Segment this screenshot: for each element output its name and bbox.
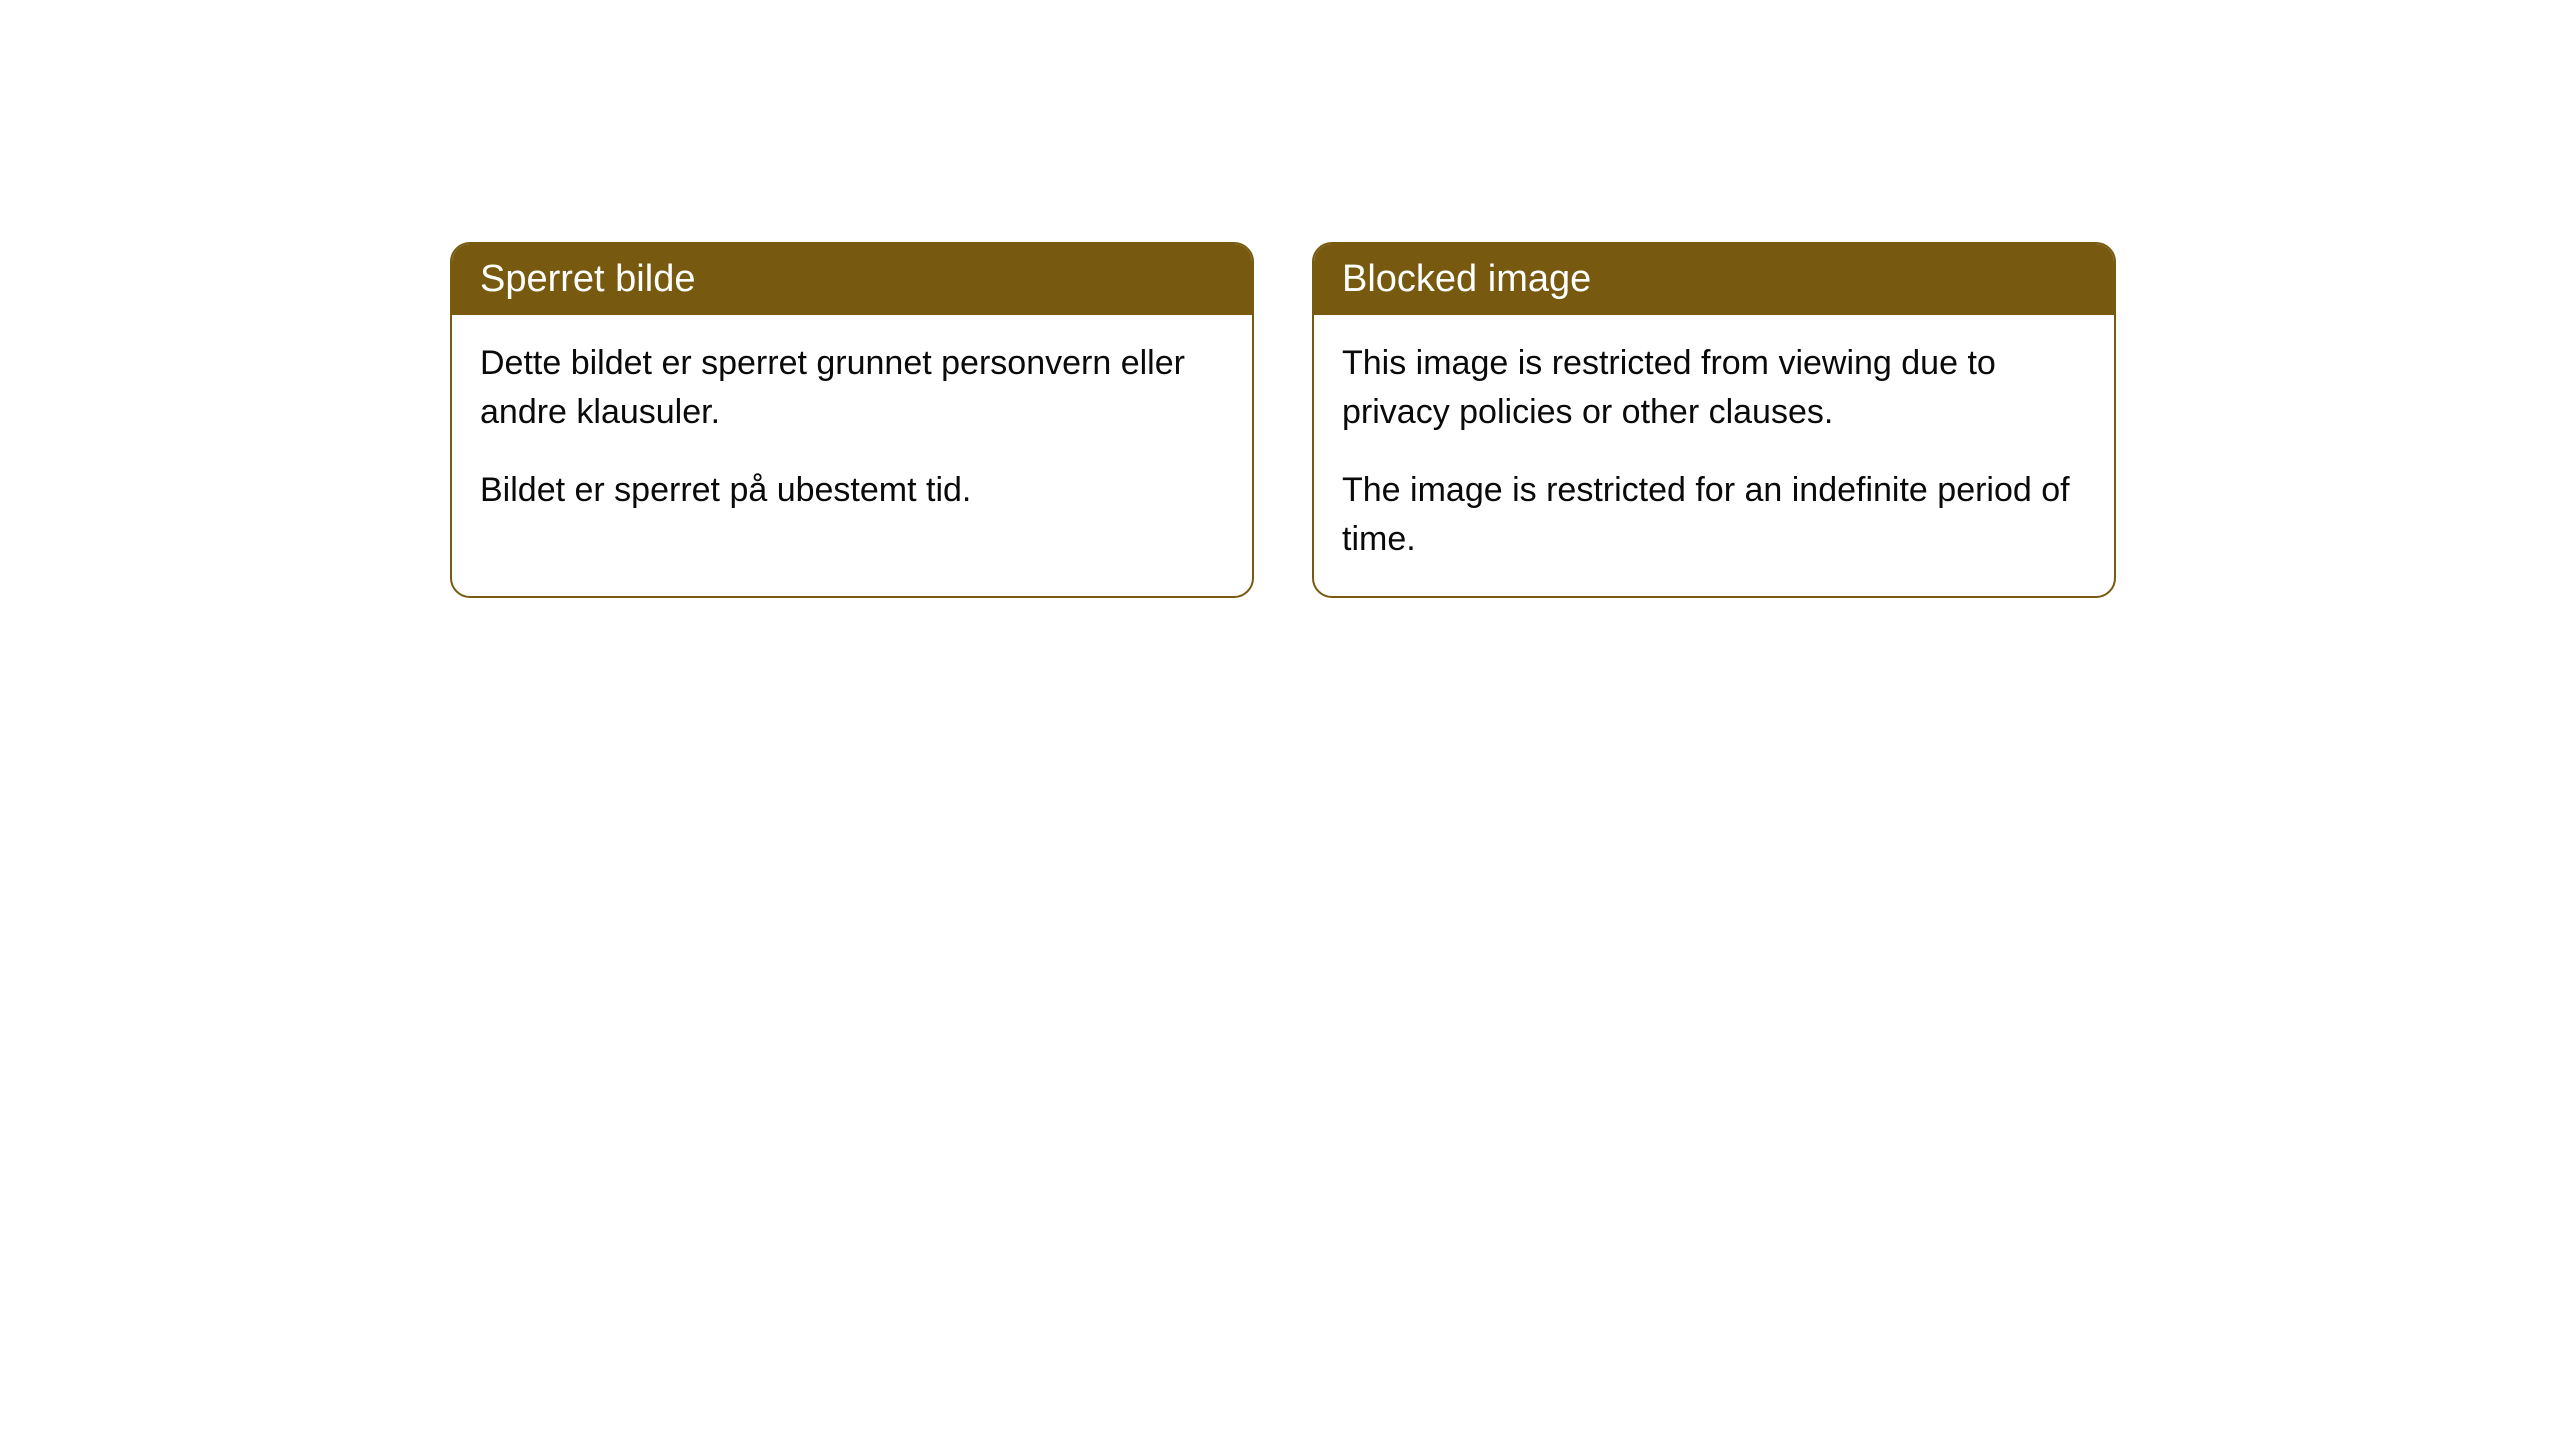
card-paragraph: Dette bildet er sperret grunnet personve…	[480, 339, 1224, 438]
blocked-image-card-english: Blocked image This image is restricted f…	[1312, 242, 2116, 598]
card-title: Blocked image	[1342, 258, 1591, 300]
card-title: Sperret bilde	[480, 258, 695, 300]
card-paragraph: The image is restricted for an indefinit…	[1342, 466, 2086, 565]
card-paragraph: Bildet er sperret på ubestemt tid.	[480, 466, 1224, 515]
blocked-image-card-norwegian: Sperret bilde Dette bildet er sperret gr…	[450, 242, 1254, 598]
card-paragraph: This image is restricted from viewing du…	[1342, 339, 2086, 438]
card-header-english: Blocked image	[1314, 244, 2114, 315]
card-header-norwegian: Sperret bilde	[452, 244, 1252, 315]
card-body-norwegian: Dette bildet er sperret grunnet personve…	[452, 315, 1252, 547]
notice-container: Sperret bilde Dette bildet er sperret gr…	[450, 242, 2116, 598]
card-body-english: This image is restricted from viewing du…	[1314, 315, 2114, 596]
